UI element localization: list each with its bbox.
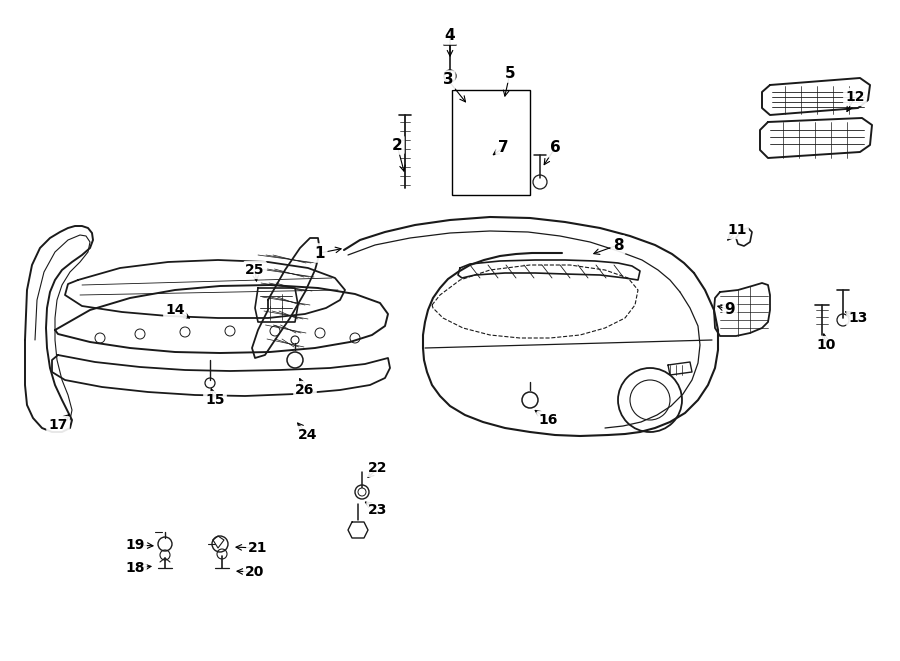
Text: 5: 5 xyxy=(505,65,516,81)
Text: 19: 19 xyxy=(125,538,145,552)
Text: 15: 15 xyxy=(205,393,225,407)
Text: 23: 23 xyxy=(368,503,388,517)
Text: 11: 11 xyxy=(727,223,747,237)
Text: 2: 2 xyxy=(392,137,402,153)
Text: 18: 18 xyxy=(125,561,145,575)
Text: 8: 8 xyxy=(613,237,624,253)
Text: 24: 24 xyxy=(298,428,318,442)
Bar xyxy=(452,90,530,195)
Text: 1: 1 xyxy=(315,245,325,260)
Text: 21: 21 xyxy=(248,541,268,555)
Text: 12: 12 xyxy=(845,90,865,104)
Text: 22: 22 xyxy=(368,461,388,475)
Text: 13: 13 xyxy=(849,311,868,325)
Text: 25: 25 xyxy=(245,263,265,277)
Text: 16: 16 xyxy=(538,413,558,427)
Text: 9: 9 xyxy=(724,303,735,317)
Text: 17: 17 xyxy=(49,418,68,432)
Text: 26: 26 xyxy=(295,383,315,397)
Text: 14: 14 xyxy=(166,303,184,317)
Circle shape xyxy=(358,488,366,496)
Text: 7: 7 xyxy=(498,141,508,155)
Text: 20: 20 xyxy=(246,565,265,579)
Text: 10: 10 xyxy=(816,338,836,352)
Text: 4: 4 xyxy=(445,28,455,42)
Text: 3: 3 xyxy=(443,73,454,87)
Text: 6: 6 xyxy=(550,141,561,155)
